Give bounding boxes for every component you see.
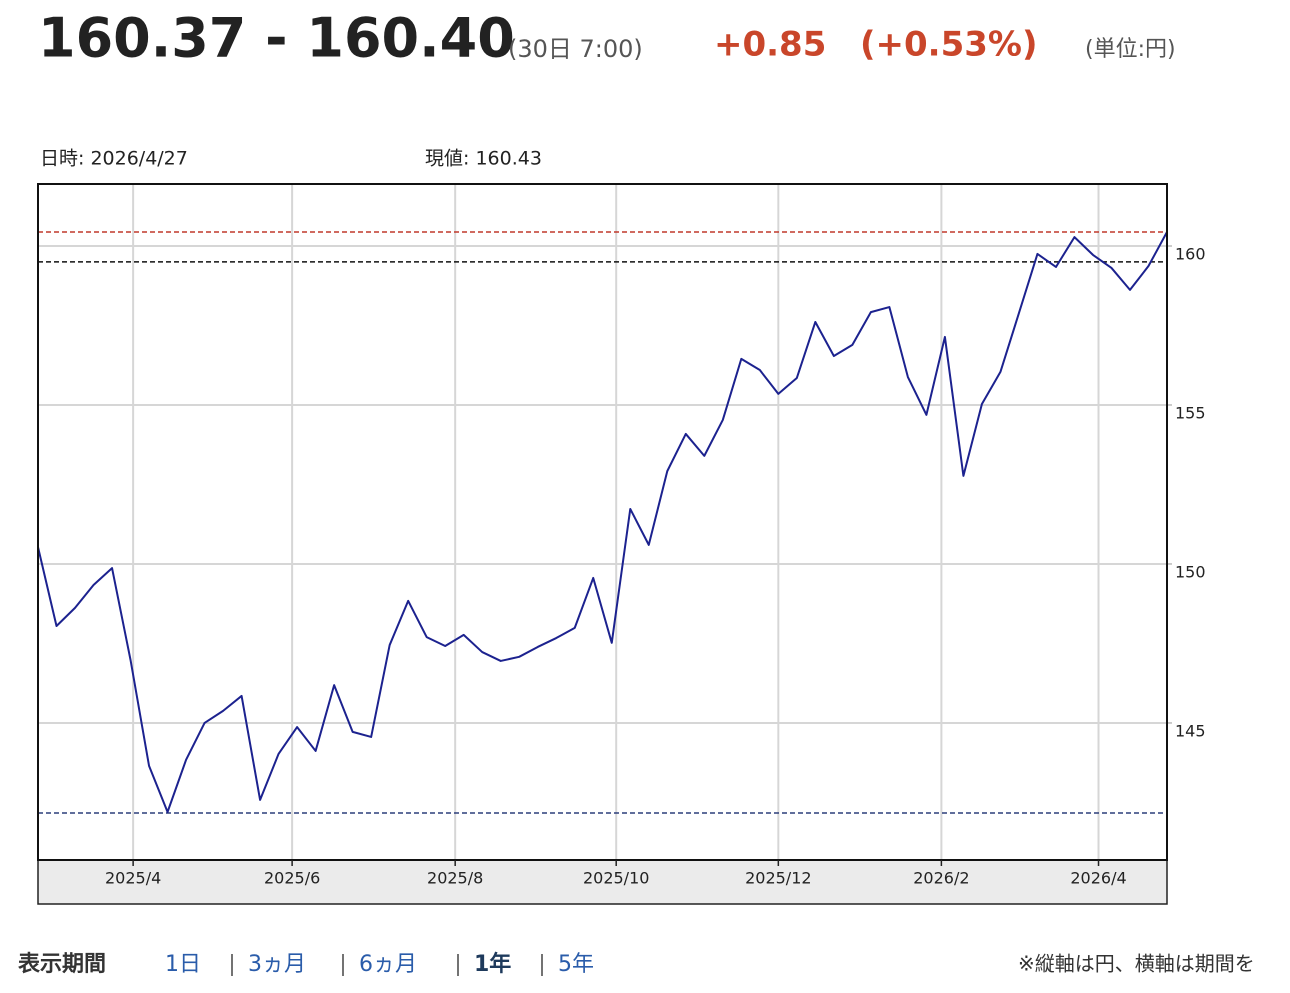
period-option[interactable]: 1年 [474, 951, 511, 977]
price-line [37, 231, 1168, 813]
change: +0.85 [714, 25, 826, 65]
x-tick-label: 2025/12 [745, 869, 811, 888]
price: 160.37 - 160.40 [38, 7, 515, 70]
period-option[interactable]: 5年 [558, 952, 594, 977]
x-axis-strip [37, 859, 1168, 905]
x-tick-label: 2025/6 [264, 869, 320, 888]
x-tick-label: 2026/4 [1070, 869, 1126, 888]
unit: (単位:円) [1085, 37, 1176, 62]
y-tick-label: 155 [1175, 403, 1206, 422]
period-option[interactable]: 6ヵ月 [359, 952, 417, 977]
x-tick-label: 2025/8 [427, 869, 483, 888]
period-label: 表示期間 [18, 952, 106, 977]
period-option[interactable]: 3ヵ月 [248, 952, 306, 977]
y-tick-label: 160 [1175, 245, 1206, 264]
y-tick-label: 150 [1175, 562, 1206, 581]
x-tick-label: 2025/10 [583, 869, 649, 888]
period-option[interactable]: 1日 [165, 952, 201, 977]
info-current: 現値: 160.43 [425, 148, 542, 170]
y-tick-label: 145 [1175, 721, 1206, 740]
x-tick-label: 2026/2 [913, 869, 969, 888]
change-pct: (+0.53%) [860, 25, 1038, 65]
plot-frame [37, 183, 1168, 861]
time: (30日 7:00) [508, 35, 643, 63]
x-tick-label: 2025/4 [105, 869, 161, 888]
note: ※縦軸は円、横軸は期間を [1018, 952, 1255, 976]
info-date: 日時: 2026/4/27 [40, 148, 188, 170]
